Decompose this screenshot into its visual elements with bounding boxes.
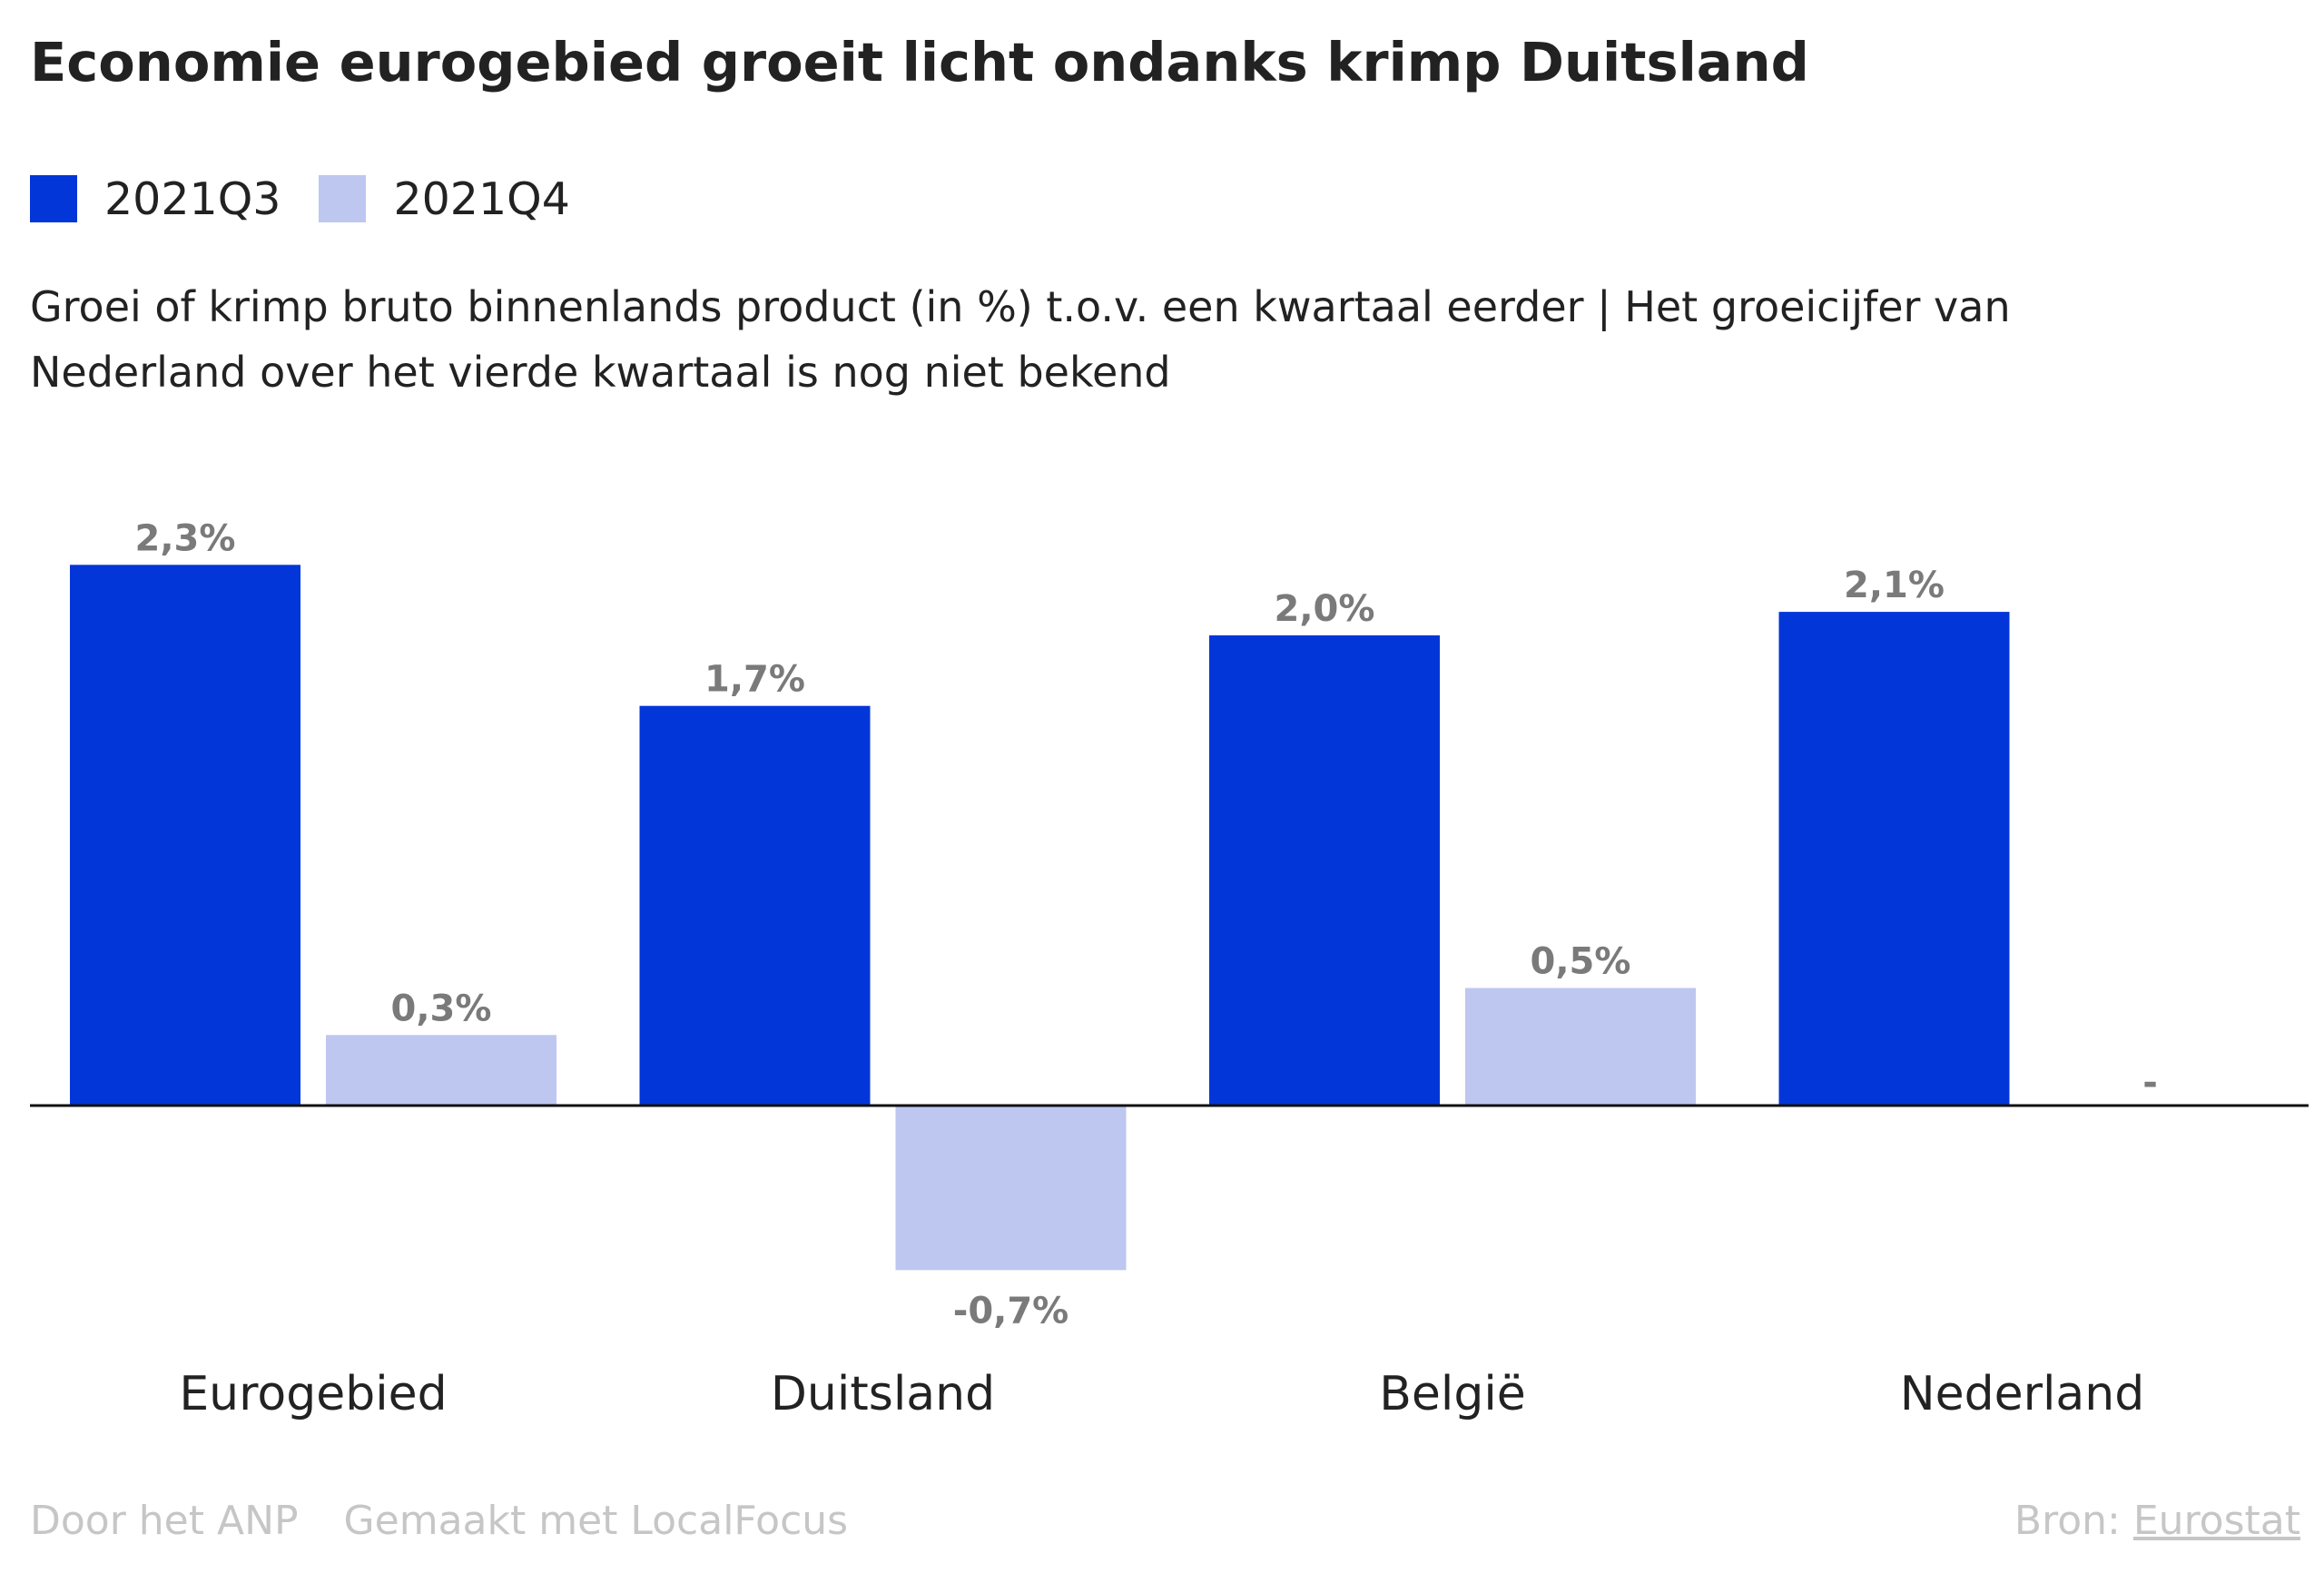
footer-credit: Door het ANP: [30, 1498, 299, 1544]
data-label: 2,3%: [135, 517, 236, 559]
data-label: -: [2142, 1062, 2158, 1104]
source-label: Bron:: [2014, 1498, 2121, 1544]
source-link[interactable]: Eurostat: [2132, 1498, 2300, 1544]
legend: 2021Q3 2021Q4: [30, 169, 608, 229]
legend-swatch-q4: [319, 175, 367, 222]
footer-credits: Door het ANP Gemaakt met LocalFocus: [30, 1498, 848, 1544]
category-label: Nederland: [1900, 1367, 2145, 1421]
category-label: Duitsland: [771, 1367, 995, 1421]
data-label: 1,7%: [704, 659, 805, 701]
legend-item-q3: 2021Q3: [30, 173, 281, 225]
data-label: 0,3%: [391, 988, 492, 1029]
chart-title: Economie eurogebied groeit licht ondanks…: [30, 31, 1809, 93]
legend-swatch-q3: [30, 175, 77, 222]
chart-subtitle: Groei of krimp bruto binnenlands product…: [30, 282, 2011, 397]
footer-made-with: Gemaakt met LocalFocus: [343, 1498, 849, 1544]
bar: [895, 1106, 1127, 1271]
bar: [639, 705, 871, 1106]
bar: [70, 565, 300, 1106]
bar: [1778, 612, 2010, 1106]
footer-source: Bron: Eurostat: [2014, 1498, 2300, 1544]
legend-label-q3: 2021Q3: [104, 172, 281, 225]
data-label: 2,0%: [1275, 588, 1375, 630]
category-label: België: [1379, 1367, 1526, 1421]
bar: [1465, 988, 1696, 1106]
legend-item-q4: 2021Q4: [319, 172, 570, 225]
legend-label-q4: 2021Q4: [393, 172, 570, 225]
bar: [326, 1035, 556, 1106]
data-label: 0,5%: [1531, 941, 1631, 983]
bar: [1209, 635, 1440, 1106]
data-label: 2,1%: [1844, 565, 1945, 606]
category-label: Eurogebied: [179, 1367, 447, 1421]
data-label: -0,7%: [953, 1290, 1069, 1332]
